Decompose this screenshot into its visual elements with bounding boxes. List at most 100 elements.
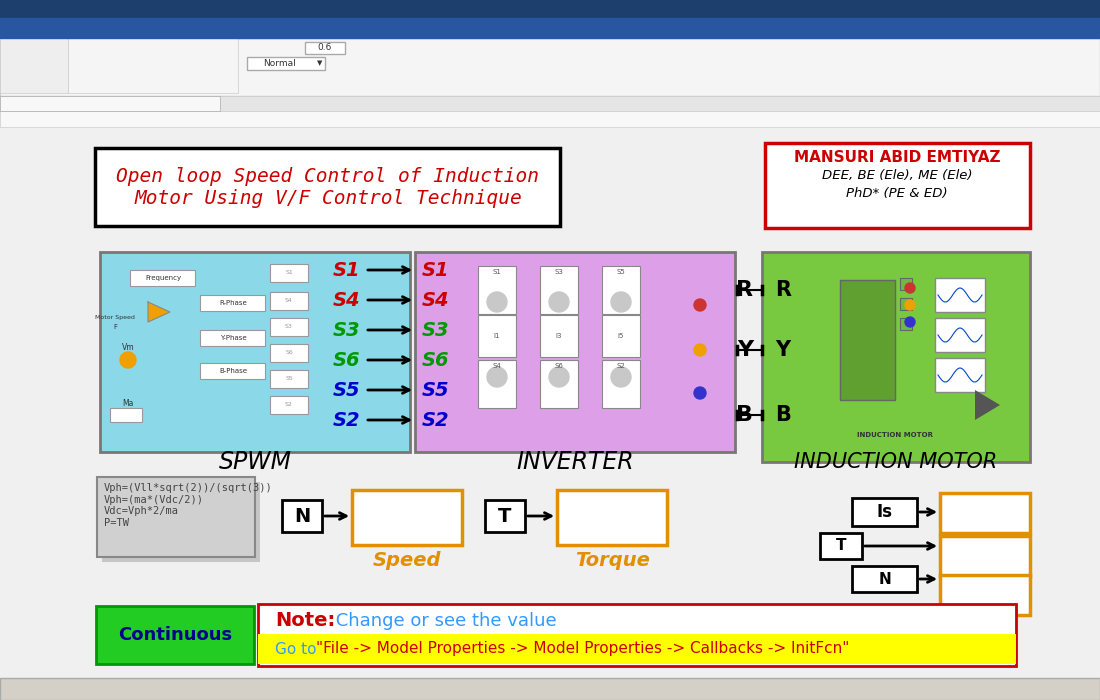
Bar <box>478 315 516 357</box>
Text: PhD* (PE & ED): PhD* (PE & ED) <box>846 186 948 200</box>
Text: Step
Back ▼: Step Back ▼ <box>340 56 366 76</box>
Text: LIBRARY: LIBRARY <box>18 88 53 97</box>
Text: Continuous: Continuous <box>118 626 232 644</box>
Text: N: N <box>294 507 310 526</box>
Text: INVERTER: INVERTER <box>516 450 634 474</box>
Bar <box>602 315 640 357</box>
Text: S5: S5 <box>617 269 626 275</box>
Bar <box>900 298 912 310</box>
Bar <box>305 42 345 54</box>
Text: Is: Is <box>877 503 893 521</box>
Text: ▼: ▼ <box>317 60 322 66</box>
Text: 0.6: 0.6 <box>318 43 332 52</box>
Text: B-Phase: B-Phase <box>219 368 248 374</box>
Text: S6: S6 <box>332 351 360 370</box>
Polygon shape <box>975 390 1000 420</box>
Bar <box>258 604 1016 666</box>
Text: I1: I1 <box>494 333 501 339</box>
Bar <box>95 148 560 226</box>
Circle shape <box>694 299 706 311</box>
Bar <box>940 575 1030 615</box>
Text: N: N <box>879 571 891 587</box>
Bar <box>270 370 308 388</box>
Text: APPS: APPS <box>235 23 266 33</box>
Text: S4: S4 <box>332 290 360 309</box>
Text: Open loop Speed Control of Induction
Motor Using V/F Control Technique: Open loop Speed Control of Induction Mot… <box>117 167 539 207</box>
Bar <box>200 363 265 379</box>
Bar <box>935 318 984 352</box>
Bar <box>485 500 525 532</box>
Text: S3: S3 <box>285 325 293 330</box>
Circle shape <box>610 292 631 312</box>
Bar <box>0 0 1100 18</box>
Bar <box>764 143 1030 228</box>
Bar <box>840 280 895 400</box>
Text: T: T <box>836 538 846 554</box>
Text: Go to: Go to <box>275 641 321 657</box>
Text: Y: Y <box>737 340 754 360</box>
Bar <box>97 477 255 557</box>
Circle shape <box>487 292 507 312</box>
Text: Logic
Analyzer: Logic Analyzer <box>541 56 579 76</box>
Circle shape <box>905 283 915 293</box>
Text: Ma: Ma <box>122 398 134 407</box>
Text: Add
Viewer: Add Viewer <box>111 64 140 84</box>
Text: SIMULATE: SIMULATE <box>370 88 410 97</box>
Circle shape <box>120 352 136 368</box>
Text: S3: S3 <box>422 321 450 340</box>
Text: S4: S4 <box>422 290 450 309</box>
Bar <box>935 278 984 312</box>
Text: B: B <box>776 405 791 425</box>
Text: Log
Signals: Log Signals <box>73 64 103 84</box>
Circle shape <box>549 292 569 312</box>
Bar <box>200 295 265 311</box>
Text: DEBUG: DEBUG <box>10 23 51 33</box>
Text: FORMAT: FORMAT <box>160 23 209 33</box>
Text: S2: S2 <box>422 410 450 430</box>
Bar <box>0 38 68 93</box>
Bar <box>0 111 1100 127</box>
Text: Step
Forward: Step Forward <box>405 56 436 76</box>
Bar <box>352 490 462 545</box>
Text: SPWM_VF_Control_3_PH_IMotr_Open: SPWM_VF_Control_3_PH_IMotr_Open <box>6 99 170 108</box>
Bar <box>0 96 1100 111</box>
Text: S1: S1 <box>332 260 360 279</box>
Circle shape <box>905 317 915 327</box>
Text: Speed: Speed <box>373 550 441 570</box>
Text: R-Phase: R-Phase <box>219 300 246 306</box>
Text: S5: S5 <box>332 381 360 400</box>
Bar <box>0 678 1100 700</box>
Text: S2: S2 <box>332 410 360 430</box>
Polygon shape <box>148 302 170 322</box>
Circle shape <box>694 387 706 399</box>
Bar <box>110 408 142 422</box>
Text: Change or see the value: Change or see the value <box>330 612 557 630</box>
Text: I3: I3 <box>556 333 562 339</box>
Text: S5: S5 <box>422 381 450 400</box>
Bar <box>258 634 1016 664</box>
Text: REVIEW RESULTS: REVIEW RESULTS <box>794 88 866 97</box>
Text: INDUCTION MOTOR: INDUCTION MOTOR <box>857 432 933 438</box>
Text: PREPARE: PREPARE <box>136 88 174 97</box>
Text: Data
Inspector: Data Inspector <box>491 56 530 76</box>
Circle shape <box>549 367 569 387</box>
Text: S4: S4 <box>285 298 293 304</box>
Text: Run
▼: Run ▼ <box>379 56 395 76</box>
Bar <box>200 330 265 346</box>
Bar <box>96 606 254 664</box>
Text: control_3_PH_IMotr_Open - Simulink: control_3_PH_IMotr_Open - Simulink <box>6 4 182 15</box>
Text: Y: Y <box>776 340 790 360</box>
Text: S1: S1 <box>285 270 293 276</box>
Text: DEE, BE (Ele), ME (Ele): DEE, BE (Ele), ME (Ele) <box>822 169 972 181</box>
Text: Signal
Table: Signal Table <box>150 64 175 84</box>
Bar <box>940 536 1030 576</box>
Text: S3: S3 <box>332 321 360 340</box>
Bar <box>478 266 516 314</box>
Text: F: F <box>113 324 117 330</box>
Bar <box>940 493 1030 533</box>
Bar <box>540 266 578 314</box>
Text: B: B <box>737 405 754 425</box>
Text: Torque: Torque <box>574 550 649 570</box>
Bar <box>540 360 578 408</box>
Bar <box>852 566 917 592</box>
